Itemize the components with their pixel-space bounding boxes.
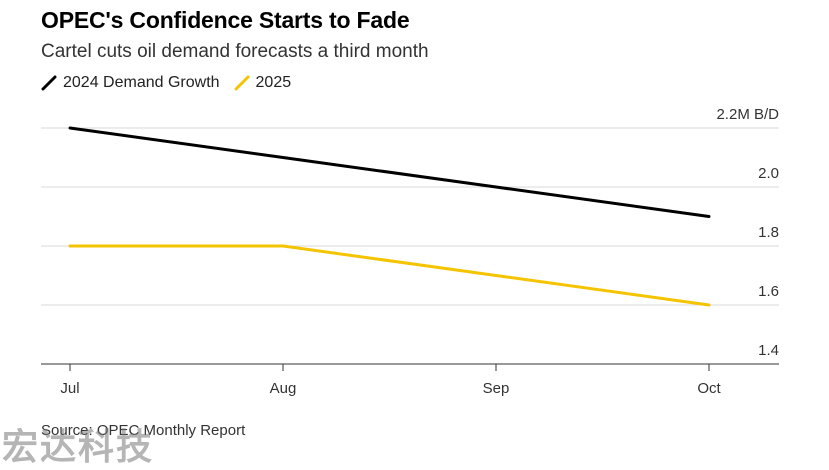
legend-item-2025: 2025 — [234, 74, 292, 92]
y-tick-label: 1.8 — [758, 224, 779, 241]
legend-label-2024: 2024 Demand Growth — [63, 74, 220, 91]
line-chart: 1.4 1.6 1.8 2.0 2.2M B/D Jul Aug Sep Oct — [41, 106, 779, 397]
series-line-2024 — [68, 126, 711, 218]
y-tick-label: 2.2M B/D — [716, 106, 779, 123]
y-tick-label: 1.6 — [758, 283, 779, 300]
legend-label-2025: 2025 — [255, 74, 292, 91]
legend-swatch-2025 — [234, 75, 250, 91]
chart-subtitle: Cartel cuts oil demand forecasts a third… — [41, 41, 429, 62]
source-note: Source: OPEC Monthly Report — [41, 422, 246, 439]
y-tick-label: 1.4 — [758, 342, 779, 359]
x-tick-label: Aug — [270, 380, 297, 397]
series-line-2025 — [68, 244, 711, 307]
legend-item-2024: 2024 Demand Growth — [41, 74, 220, 92]
chart-title: OPEC's Confidence Starts to Fade — [41, 7, 410, 33]
y-tick-label: 2.0 — [758, 165, 779, 182]
legend: 2024 Demand Growth 2025 — [41, 74, 305, 92]
x-tick-label: Sep — [483, 380, 510, 397]
x-tick-label: Oct — [697, 380, 721, 397]
watermark-logo: 宏达科技 — [2, 427, 155, 468]
x-tick-label: Jul — [60, 380, 79, 397]
legend-swatch-2024 — [41, 75, 57, 91]
